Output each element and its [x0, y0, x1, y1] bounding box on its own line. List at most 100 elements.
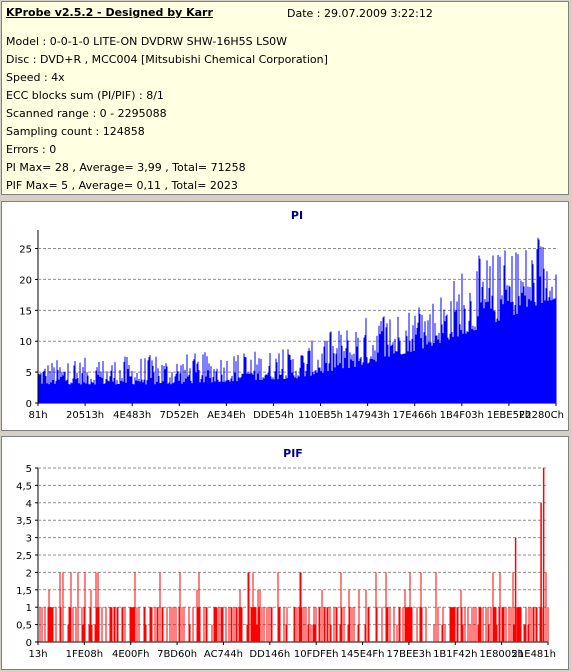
pif-bar — [393, 607, 395, 642]
pif-bar — [268, 607, 270, 642]
pi-bar — [200, 379, 202, 403]
pif-bar — [341, 607, 343, 642]
pif-bar — [136, 607, 138, 642]
pif-bar — [315, 607, 317, 642]
pif-bar — [55, 607, 57, 642]
pi-bar — [321, 353, 323, 403]
pi-bar — [504, 250, 506, 403]
pi-bar — [505, 289, 507, 403]
pif-bar — [301, 607, 303, 642]
pif-y-tick-label: 2 — [26, 568, 32, 579]
pi-bar — [246, 373, 248, 403]
pi-bar — [368, 362, 370, 403]
pi-bar — [289, 354, 291, 403]
pi-bar — [424, 321, 426, 403]
pi-bar — [495, 322, 497, 403]
pi-bar — [98, 362, 100, 403]
pi-bar — [251, 373, 253, 403]
pi-bar — [544, 300, 546, 403]
pi-bar — [48, 384, 50, 403]
pif-x-tick-label: 1B1F42h — [433, 649, 477, 660]
pif-bar — [457, 607, 459, 642]
pi-bar — [87, 375, 89, 403]
pi-bar — [475, 330, 477, 403]
pi-bar — [169, 377, 171, 403]
pif-bar — [437, 607, 439, 642]
pif-bar — [408, 607, 410, 642]
pi-bar — [233, 356, 235, 403]
pi-bar — [144, 358, 146, 403]
pi-bar — [417, 322, 419, 403]
pi-bars — [38, 237, 557, 403]
pi-bar — [213, 369, 215, 403]
pif-y-tick-label: 0,5 — [16, 621, 32, 632]
pi-bar — [394, 338, 396, 403]
pif-bar — [539, 607, 541, 642]
pif-x-tick-label: 10FDFEh — [294, 649, 339, 660]
pi-bar — [238, 377, 240, 403]
pi-bar — [261, 380, 263, 403]
pif-bar — [460, 589, 462, 642]
pi-bar — [518, 296, 520, 403]
pif-bar — [367, 607, 369, 642]
pi-bar — [174, 376, 176, 403]
pi-bar — [60, 377, 62, 403]
pif-bar — [48, 589, 50, 642]
pi-bar — [91, 381, 93, 403]
pi-x-tick-label: DDE54h — [253, 410, 294, 421]
pi-bar — [218, 381, 220, 403]
pi-bar — [141, 379, 143, 403]
pi-bar — [403, 353, 405, 403]
pif-bar — [258, 607, 260, 642]
pi-bar — [161, 364, 163, 403]
pi-bar — [196, 363, 198, 403]
pi-bar — [358, 361, 360, 403]
pi-bar — [142, 382, 144, 403]
pi-bar — [263, 378, 265, 403]
pi-bar — [120, 380, 122, 403]
pif-bar — [68, 607, 70, 642]
pi-bar — [241, 373, 243, 403]
pi-bar — [286, 378, 288, 403]
pi-bar — [277, 379, 279, 403]
pi-chart-panel: PI 0 5 10 15 20 25 81h 20513h 4E483h 7D52Eh AE34Eh D… — [1, 201, 569, 431]
pi-bar — [541, 303, 543, 403]
pi-y-tick-label: 20 — [19, 275, 32, 286]
pi-bar — [182, 364, 184, 403]
pi-bar — [405, 330, 407, 403]
pi-x-tick-label: 7D52Eh — [160, 410, 199, 421]
pi-bar — [552, 299, 554, 403]
pif-bar — [336, 607, 338, 642]
pif-bar — [59, 572, 61, 642]
pi-bar — [162, 381, 164, 403]
pif-bar — [149, 607, 151, 642]
pi-bar — [390, 345, 392, 403]
pi-bar — [66, 379, 68, 403]
pi-bar — [165, 363, 167, 403]
pi-bar — [52, 380, 54, 403]
pi-bar — [355, 332, 357, 403]
pif-bar — [84, 572, 86, 642]
pif-bar — [213, 607, 215, 642]
pif-x-tick-label: 4E00Fh — [112, 649, 150, 660]
pi-bar — [408, 312, 410, 403]
pif-bar — [145, 624, 147, 642]
pi-bar — [357, 337, 359, 403]
pi-bar — [97, 374, 99, 403]
pif-bar — [510, 607, 512, 642]
pi-bar — [143, 379, 145, 403]
pi-bar — [396, 351, 398, 403]
pi-bar — [206, 356, 208, 403]
pi-bar — [118, 384, 120, 403]
pif-bar — [196, 589, 198, 642]
pi-bar — [434, 323, 436, 403]
pif-bar — [175, 607, 177, 642]
pi-bar — [366, 357, 368, 403]
pif-bar — [220, 607, 222, 642]
pi-bar — [274, 371, 276, 403]
pif-bar — [405, 607, 407, 642]
pif-bar — [134, 572, 136, 642]
pif-bar — [503, 607, 505, 642]
pi-bar — [324, 341, 326, 403]
pi-bar — [111, 365, 113, 403]
